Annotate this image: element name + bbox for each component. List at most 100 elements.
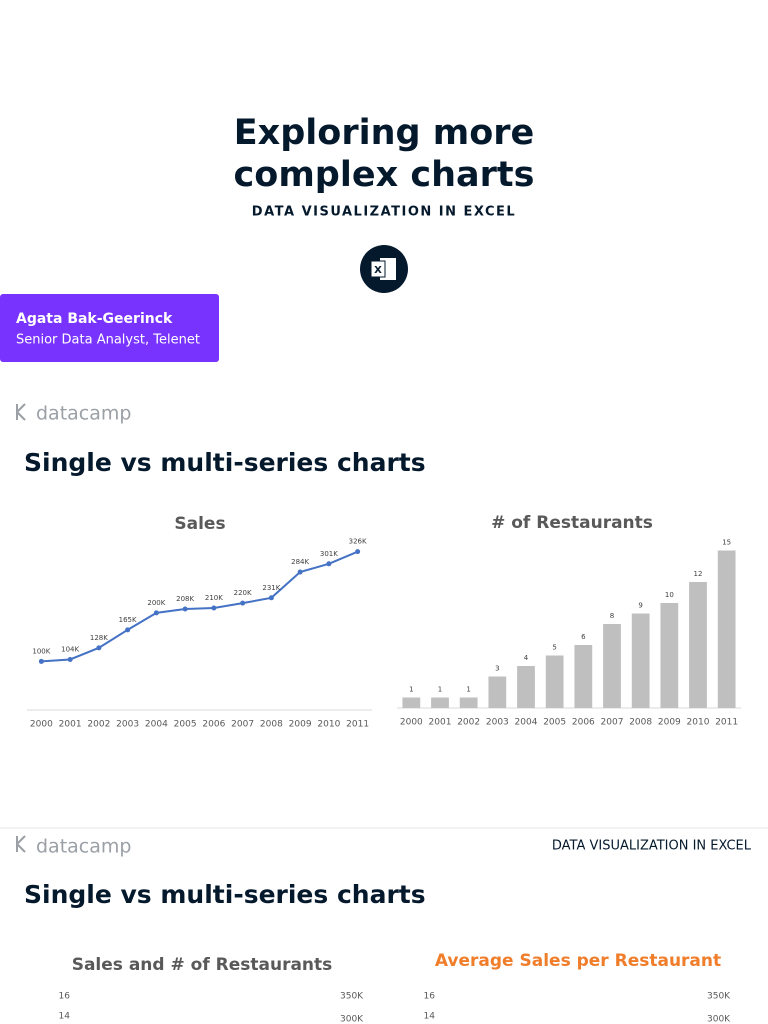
data-label: 104K — [61, 645, 79, 653]
data-label: 1 — [466, 686, 470, 694]
data-label: 8 — [610, 612, 614, 620]
x-tick-label: 2011 — [346, 720, 369, 730]
data-label: 6 — [581, 633, 586, 641]
bar — [488, 676, 507, 708]
logo-icon — [16, 835, 26, 853]
data-label: 5 — [552, 644, 556, 652]
x-tick-label: 2005 — [543, 718, 566, 728]
y-tick-label: 14 — [59, 1012, 71, 1022]
x-tick-label: 2003 — [116, 720, 139, 730]
bar — [517, 666, 535, 708]
x-tick-label: 2010 — [687, 718, 710, 728]
data-label: 210K — [205, 594, 223, 602]
excel-icon: X — [360, 245, 408, 293]
point — [67, 656, 73, 662]
point — [268, 595, 274, 601]
logo: datacamp — [36, 403, 131, 425]
y2-tick-label: 350K — [707, 992, 731, 1002]
data-label: 301K — [320, 550, 338, 558]
title-line: complex charts — [234, 155, 535, 195]
data-label: 231K — [262, 584, 280, 592]
x-tick-label: 2001 — [59, 720, 82, 730]
point — [240, 600, 246, 606]
x-tick-label: 2011 — [715, 718, 738, 728]
x-tick-label: 2007 — [231, 720, 254, 730]
bar — [431, 697, 449, 708]
x-tick-label: 2002 — [87, 720, 110, 730]
x-tick-label: 2010 — [317, 720, 340, 730]
data-label: 1 — [409, 686, 413, 694]
data-label: 208K — [176, 595, 194, 603]
x-tick-label: 2008 — [629, 718, 652, 728]
y2-tick-label: 300K — [340, 1014, 364, 1024]
data-label: 15 — [722, 539, 731, 547]
author-role: Senior Data Analyst, Telenet — [16, 333, 200, 348]
bar — [603, 624, 621, 708]
data-label: 200K — [147, 599, 165, 607]
data-label: 1 — [438, 686, 442, 694]
y2-tick-label: 300K — [707, 1014, 731, 1024]
point — [96, 645, 102, 651]
data-label: 9 — [638, 602, 642, 610]
svg-text:X: X — [374, 265, 382, 276]
x-tick-label: 2009 — [658, 718, 681, 728]
course-label: DATA VISUALIZATION IN EXCEL — [552, 839, 752, 854]
y-tick-label: 16 — [59, 992, 71, 1002]
bar — [402, 697, 421, 708]
bar — [689, 582, 707, 708]
bar — [545, 655, 564, 708]
x-tick-label: 2008 — [260, 720, 283, 730]
data-label: 220K — [234, 589, 252, 597]
x-tick-label: 2009 — [289, 720, 312, 730]
x-tick-label: 2001 — [429, 718, 452, 728]
logo-icon — [16, 403, 26, 421]
y-tick-label: 14 — [424, 1012, 436, 1022]
chart-title: Average Sales per Restaurant — [435, 951, 721, 971]
title-line: Exploring more — [234, 113, 535, 153]
x-tick-label: 2005 — [174, 720, 197, 730]
bar — [459, 697, 478, 708]
data-label: 3 — [495, 665, 499, 673]
point — [355, 549, 361, 555]
chart-title: Sales and # of Restaurants — [72, 955, 333, 975]
logo: datacamp — [36, 836, 131, 858]
x-tick-label: 2007 — [601, 718, 624, 728]
y2-tick-label: 350K — [340, 992, 364, 1002]
point — [125, 627, 131, 633]
chart-title: Sales — [174, 514, 225, 534]
point — [326, 561, 332, 567]
line — [41, 550, 359, 663]
bar — [660, 603, 679, 708]
data-label: 284K — [291, 558, 309, 566]
x-tick-label: 2006 — [202, 720, 225, 730]
x-tick-label: 2002 — [457, 718, 480, 728]
data-label: 165K — [119, 616, 137, 624]
point — [153, 610, 159, 616]
data-label: 10 — [665, 591, 674, 599]
data-label: 128K — [90, 634, 108, 642]
bar — [631, 613, 650, 708]
author-name: Agata Bak-Geerinck — [16, 311, 173, 327]
x-tick-label: 2000 — [30, 720, 53, 730]
data-label: 100K — [32, 647, 50, 655]
point — [211, 605, 217, 611]
data-label: 326K — [349, 538, 367, 546]
point — [38, 658, 44, 664]
data-label: 12 — [694, 570, 703, 578]
data-label: 4 — [524, 654, 529, 662]
slide-heading: Single vs multi-series charts — [24, 880, 426, 909]
slide-heading: Single vs multi-series charts — [24, 448, 426, 477]
y-tick-label: 16 — [424, 992, 436, 1002]
chart-title: # of Restaurants — [491, 513, 653, 533]
bar — [717, 550, 736, 708]
x-tick-label: 2004 — [515, 718, 538, 728]
x-tick-label: 2006 — [572, 718, 595, 728]
x-tick-label: 2004 — [145, 720, 168, 730]
x-tick-label: 2000 — [400, 718, 423, 728]
bar — [574, 645, 593, 708]
subtitle: DATA VISUALIZATION IN EXCEL — [252, 205, 516, 220]
point — [182, 606, 188, 612]
author-box — [0, 294, 219, 362]
point — [297, 569, 303, 575]
